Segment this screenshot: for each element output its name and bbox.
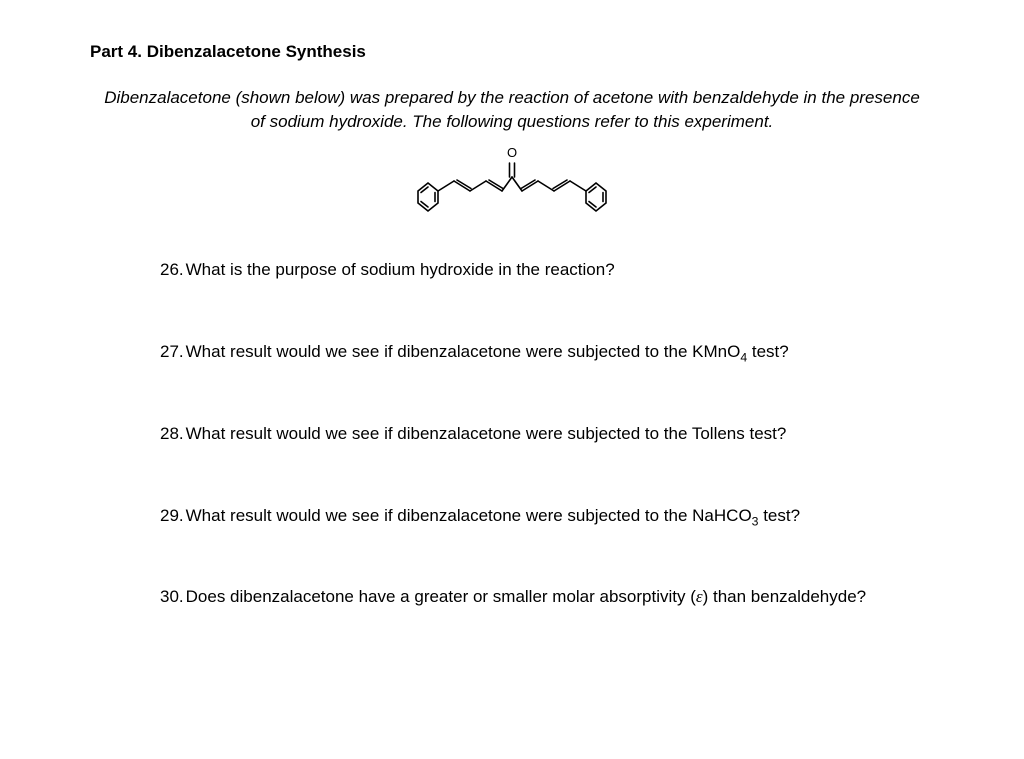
- question-number: 30.: [160, 585, 184, 609]
- question-28: 28.What result would we see if dibenzala…: [160, 422, 934, 446]
- questions-list: 26.What is the purpose of sodium hydroxi…: [90, 258, 934, 609]
- dibenzalacetone-svg: O: [402, 143, 622, 213]
- question-26: 26.What is the purpose of sodium hydroxi…: [160, 258, 934, 282]
- question-text: What result would we see if dibenzalacet…: [186, 422, 787, 446]
- question-text: What is the purpose of sodium hydroxide …: [186, 258, 615, 282]
- question-text: What result would we see if dibenzalacet…: [186, 340, 789, 364]
- question-30: 30. Does dibenzalacetone have a greater …: [160, 585, 934, 609]
- molecule-structure: O: [90, 143, 934, 220]
- oxygen-label: O: [507, 145, 517, 160]
- section-title: Part 4. Dibenzalacetone Synthesis: [90, 40, 934, 64]
- question-29: 29.What result would we see if dibenzala…: [160, 504, 934, 528]
- question-text: Does dibenzalacetone have a greater or s…: [186, 585, 866, 609]
- question-text: What result would we see if dibenzalacet…: [186, 504, 800, 528]
- intro-paragraph: Dibenzalacetone (shown below) was prepar…: [90, 86, 934, 134]
- question-number: 28.: [160, 422, 184, 446]
- question-number: 26.: [160, 258, 184, 282]
- question-number: 27.: [160, 340, 184, 364]
- question-number: 29.: [160, 504, 184, 528]
- question-27: 27.What result would we see if dibenzala…: [160, 340, 934, 364]
